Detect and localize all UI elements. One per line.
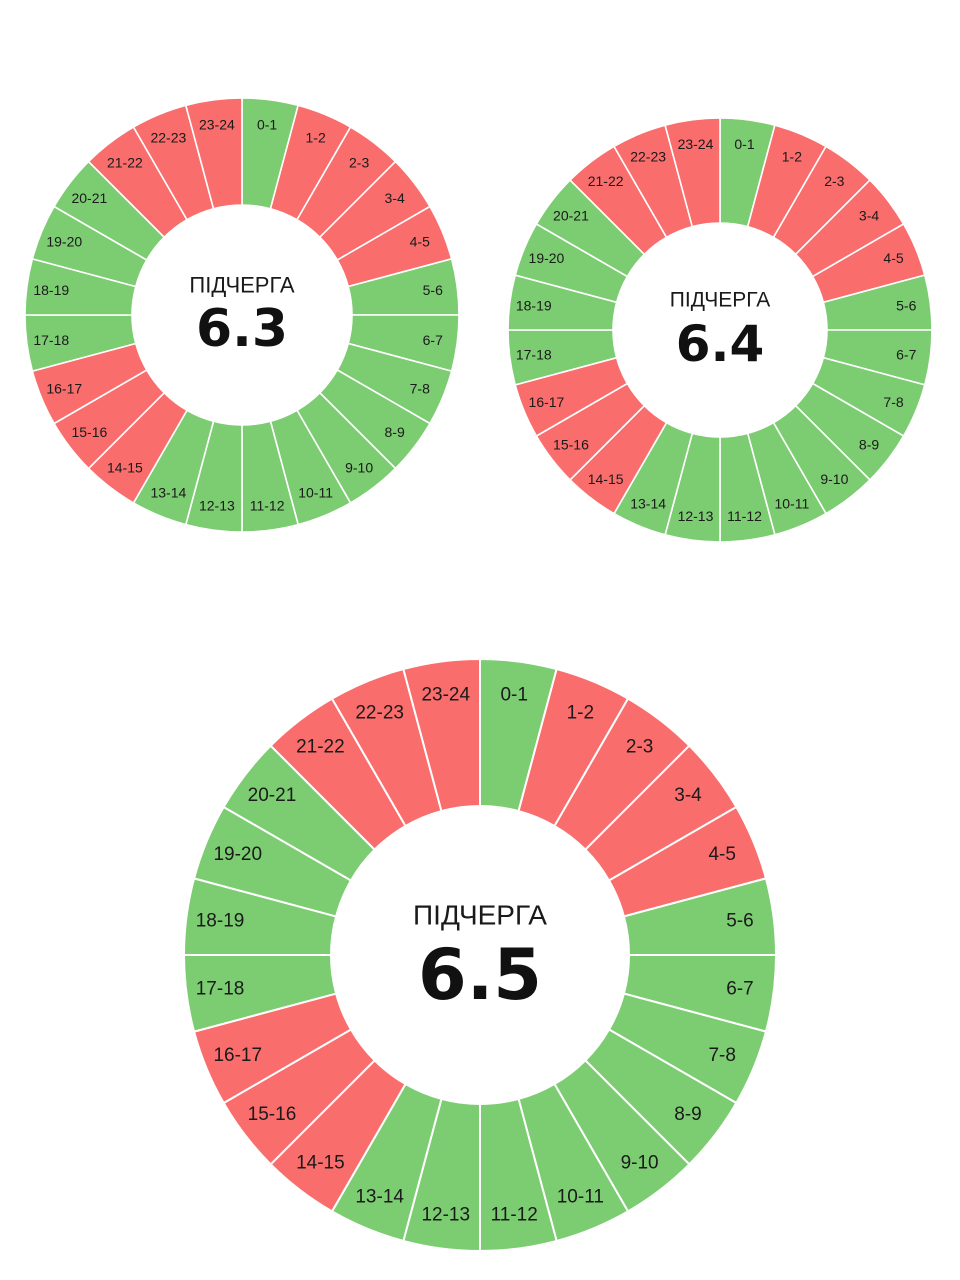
segment-label: 0-1	[500, 685, 527, 706]
segment-label: 10-11	[774, 496, 809, 512]
segment-label: 6-7	[423, 332, 443, 348]
segment-label: 5-6	[726, 910, 753, 931]
schedule-ring-chart-6-3: 0-1 1-2 2-3 3-4 4-5 5-6 6-7 7-8 8-9 9-10 10-11 11-1…	[24, 97, 460, 533]
segment-label: 14-15	[588, 471, 624, 487]
segment-label: 1-2	[567, 702, 594, 723]
segment-label: 11-12	[727, 508, 762, 524]
segment-label: 2-3	[349, 154, 369, 170]
segment-label: 7-8	[410, 381, 430, 397]
segment-label: 23-24	[199, 116, 235, 132]
segment-label: 23-24	[421, 685, 470, 706]
segment-label: 18-19	[516, 297, 552, 313]
segment-label: 16-17	[46, 381, 82, 397]
segment-label: 6-7	[726, 979, 753, 1000]
center-value: 6.3	[196, 299, 288, 359]
segment-label: 19-20	[529, 250, 565, 266]
segment-label: 5-6	[423, 282, 443, 298]
schedule-ring-chart-6-5: 0-1 1-2 2-3 3-4 4-5 5-6 6-7 7-8 8-9 9-10 10-11 11-1…	[182, 657, 778, 1253]
center-title: ПІДЧЕРГА	[670, 289, 770, 312]
segment-label: 15-16	[71, 424, 107, 440]
segment-label: 17-18	[33, 332, 69, 348]
segment-label: 13-14	[355, 1187, 404, 1208]
segment-23-24-off	[402, 657, 481, 813]
segment-label: 10-11	[557, 1187, 604, 1208]
segment-label: 12-13	[199, 498, 235, 514]
segment-label: 11-12	[250, 498, 285, 514]
segment-label: 22-23	[150, 129, 186, 145]
segment-label: 23-24	[678, 136, 714, 152]
segment-label: 20-21	[71, 190, 107, 206]
segment-label: 10-11	[298, 485, 333, 501]
segment-label: 4-5	[883, 250, 903, 266]
center-title: ПІДЧЕРГА	[189, 273, 295, 298]
segment-label: 14-15	[296, 1153, 345, 1174]
segment-label: 19-20	[213, 844, 262, 865]
segment-label: 0-1	[257, 116, 277, 132]
segment-label: 17-18	[516, 347, 552, 363]
schedule-ring-chart-6-4: 0-1 1-2 2-3 3-4 4-5 5-6 6-7 7-8 8-9 9-10 10-11 11-1…	[507, 117, 933, 543]
segment-label: 2-3	[626, 736, 653, 757]
segment-label: 14-15	[107, 460, 143, 476]
segment-label: 8-9	[859, 436, 879, 452]
segment-label: 12-13	[421, 1204, 470, 1225]
segment-label: 1-2	[306, 129, 326, 145]
segment-label: 20-21	[553, 208, 589, 224]
segment-label: 5-6	[896, 297, 916, 313]
segment-label: 20-21	[248, 785, 297, 806]
center-value: 6.5	[418, 934, 542, 1016]
segment-label: 9-10	[621, 1153, 659, 1174]
segment-label: 0-1	[734, 136, 754, 152]
segment-label: 11-12	[491, 1204, 538, 1225]
segment-label: 21-22	[588, 173, 624, 189]
segment-label: 19-20	[46, 233, 82, 249]
segment-label: 4-5	[410, 233, 430, 249]
segment-label: 13-14	[630, 496, 666, 512]
segment-label: 16-17	[529, 394, 565, 410]
segment-23-24-off	[184, 97, 243, 210]
segment-23-24-off	[664, 117, 721, 228]
segment-label: 21-22	[296, 736, 345, 757]
segment-label: 1-2	[782, 148, 802, 164]
segment-label: 8-9	[674, 1104, 701, 1125]
segment-label: 15-16	[248, 1104, 297, 1125]
segment-label: 4-5	[708, 844, 735, 865]
segment-label: 21-22	[107, 154, 143, 170]
segment-label: 22-23	[355, 702, 404, 723]
segment-label: 18-19	[33, 282, 69, 298]
segment-label: 9-10	[820, 471, 848, 487]
segment-label: 18-19	[196, 910, 245, 931]
segment-label: 3-4	[674, 785, 702, 806]
segment-label: 8-9	[385, 424, 405, 440]
segment-label: 16-17	[213, 1045, 262, 1066]
segment-label: 22-23	[630, 148, 666, 164]
segment-label: 9-10	[345, 460, 373, 476]
segment-label: 15-16	[553, 436, 589, 452]
segment-label: 12-13	[678, 508, 714, 524]
segment-label: 7-8	[708, 1045, 735, 1066]
segment-label: 3-4	[385, 190, 405, 206]
segment-label: 6-7	[896, 347, 916, 363]
segment-label: 2-3	[824, 173, 844, 189]
segment-label: 7-8	[883, 394, 903, 410]
center-title: ПІДЧЕРГА	[413, 900, 547, 931]
segment-label: 17-18	[196, 979, 245, 1000]
center-value: 6.4	[676, 315, 765, 373]
segment-label: 13-14	[150, 485, 186, 501]
segment-label: 3-4	[859, 208, 879, 224]
